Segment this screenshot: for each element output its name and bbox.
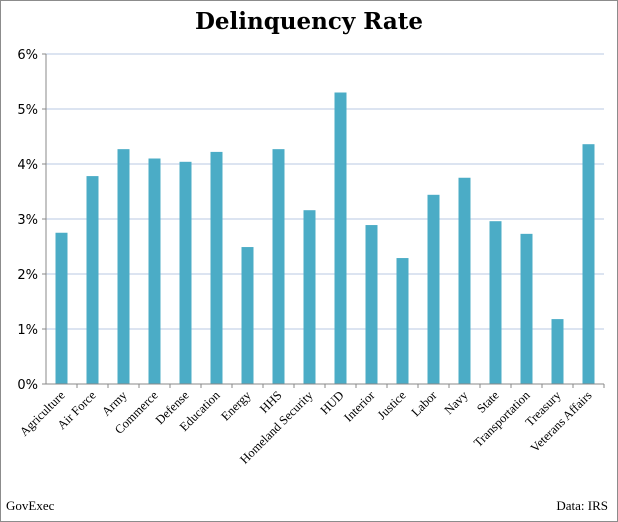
chart-title: Delinquency Rate xyxy=(194,8,424,35)
bar xyxy=(520,233,533,384)
y-tick-label: 6% xyxy=(17,48,38,63)
bar xyxy=(241,247,254,384)
bar xyxy=(272,149,285,384)
y-tick-label: 0% xyxy=(17,378,38,393)
x-tick-label: Agriculture xyxy=(17,388,68,439)
bar xyxy=(551,319,564,384)
bar xyxy=(427,194,440,384)
y-tick-label: 4% xyxy=(17,158,38,173)
bar xyxy=(55,232,68,384)
bar xyxy=(86,176,99,384)
y-tick-label: 3% xyxy=(17,213,38,228)
bar xyxy=(489,221,502,384)
y-tick-label: 1% xyxy=(17,323,38,338)
x-tick-label: Labor xyxy=(409,388,441,420)
bar xyxy=(148,158,161,384)
x-tick-label: HHS xyxy=(257,388,285,416)
bar xyxy=(582,144,595,384)
bar xyxy=(117,149,130,384)
source-credit: GovExec xyxy=(6,498,55,513)
y-tick-label: 5% xyxy=(17,103,38,118)
x-tick-label: State xyxy=(474,388,502,416)
bar xyxy=(303,210,316,384)
x-tick-label: Energy xyxy=(218,388,254,424)
x-tick-label: Navy xyxy=(442,388,472,418)
bar xyxy=(458,177,471,384)
bar xyxy=(365,225,378,384)
bar xyxy=(396,258,409,384)
bar xyxy=(179,161,192,384)
bar xyxy=(210,151,223,384)
data-credit: Data: IRS xyxy=(556,498,608,513)
x-tick-label: Interior xyxy=(341,388,378,425)
bar xyxy=(334,92,347,384)
y-tick-label: 2% xyxy=(17,268,38,283)
x-tick-label: Justice xyxy=(375,388,409,422)
